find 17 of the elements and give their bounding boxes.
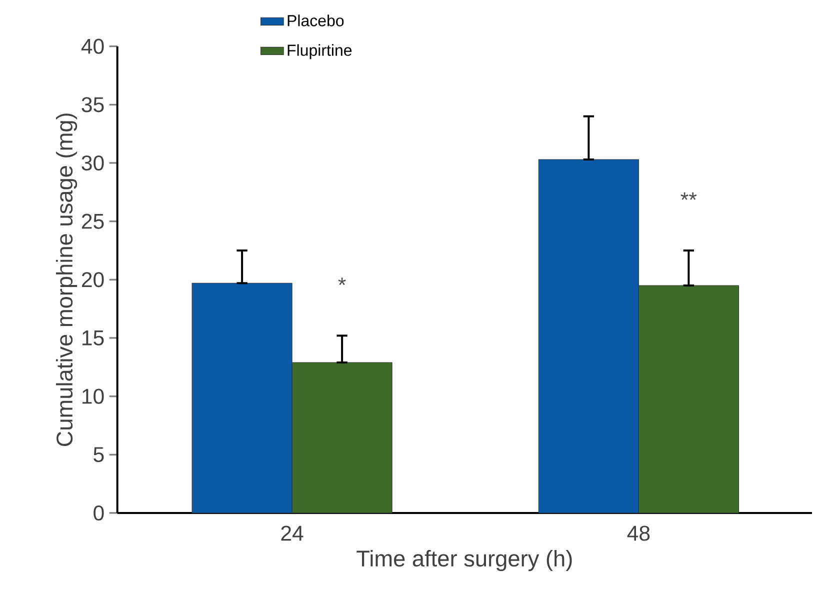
y-tick-label: 20: [82, 272, 104, 288]
x-tick-label: 48: [627, 526, 650, 541]
annotation: **: [680, 192, 697, 200]
y-tick-label: 40: [81, 38, 104, 54]
x-tick-label: 24: [281, 526, 304, 541]
y-tick-label: 25: [82, 214, 104, 229]
y-tick-label: 0: [94, 505, 104, 521]
y-tick-label: 30: [82, 155, 104, 171]
legend-label: Placebo: [288, 14, 344, 26]
annotation: *: [338, 278, 346, 286]
y-tick-label: 10: [82, 388, 104, 404]
y-tick-label: 35: [82, 97, 104, 112]
y-tick-label: 15: [82, 330, 104, 346]
y-tick-label: 5: [94, 447, 104, 462]
x-axis-title: Time after surgery (h): [356, 550, 572, 572]
y-axis-title: Cumulative morphine usage (mg): [56, 114, 78, 446]
legend-label: Flupirtine: [288, 44, 352, 60]
